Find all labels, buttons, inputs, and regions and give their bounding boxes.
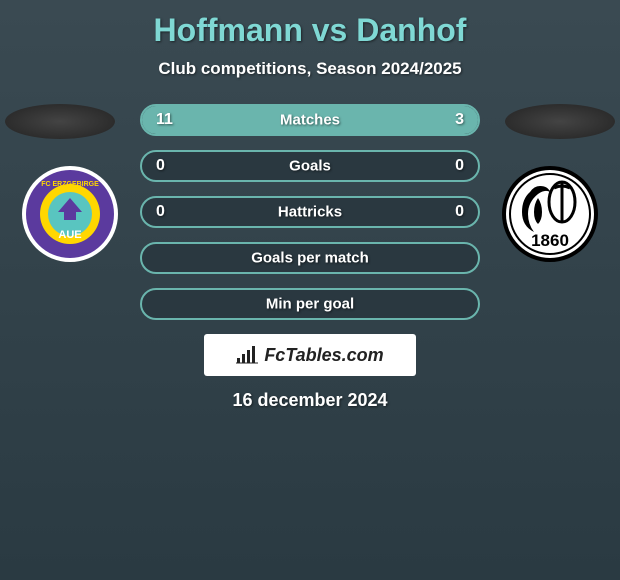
page-title: Hoffmann vs Danhof xyxy=(0,0,620,49)
branding-banner: FcTables.com xyxy=(204,334,416,376)
vs-text: vs xyxy=(312,12,348,48)
svg-text:1860: 1860 xyxy=(531,231,569,250)
chart-icon xyxy=(236,346,258,364)
branding-text: FcTables.com xyxy=(264,345,383,366)
erzgebirge-aue-logo-icon: AUE FC ERZGEBIRGE xyxy=(20,164,120,264)
stat-label: Goals xyxy=(289,158,331,175)
player1-name: Hoffmann xyxy=(154,12,303,48)
stat-value-left: 0 xyxy=(156,203,165,221)
svg-text:AUE: AUE xyxy=(58,229,81,241)
stat-label: Goals per match xyxy=(251,250,369,267)
stat-row: Min per goal xyxy=(140,288,480,320)
stat-label: Matches xyxy=(280,112,340,129)
stat-row: Goals per match xyxy=(140,242,480,274)
stat-value-left: 0 xyxy=(156,157,165,175)
player2-name: Danhof xyxy=(356,12,466,48)
comparison-content: AUE FC ERZGEBIRGE 1860 11 3 Matches 0 0 Goals… xyxy=(0,104,620,411)
stat-row: 0 0 Goals xyxy=(140,150,480,182)
stat-label: Min per goal xyxy=(266,296,354,313)
1860-munich-logo-icon: 1860 xyxy=(500,164,600,264)
stat-fill-left xyxy=(142,106,404,134)
stat-label: Hattricks xyxy=(278,204,342,221)
team-logo-right: 1860 xyxy=(500,164,600,264)
stat-row: 11 3 Matches xyxy=(140,104,480,136)
svg-text:FC ERZGEBIRGE: FC ERZGEBIRGE xyxy=(41,181,99,188)
stat-value-right: 0 xyxy=(455,203,464,221)
stat-rows-container: 11 3 Matches 0 0 Goals 0 0 Hattricks Goals per ma… xyxy=(140,104,480,320)
player2-avatar-placeholder xyxy=(505,104,615,139)
stat-row: 0 0 Hattricks xyxy=(140,196,480,228)
player1-avatar-placeholder xyxy=(5,104,115,139)
stat-value-right: 0 xyxy=(455,157,464,175)
stat-value-right: 3 xyxy=(455,111,464,129)
stat-value-left: 11 xyxy=(156,111,173,129)
date-text: 16 december 2024 xyxy=(0,390,620,411)
stat-fill-right xyxy=(404,106,478,134)
subtitle: Club competitions, Season 2024/2025 xyxy=(0,59,620,79)
team-logo-left: AUE FC ERZGEBIRGE xyxy=(20,164,120,264)
